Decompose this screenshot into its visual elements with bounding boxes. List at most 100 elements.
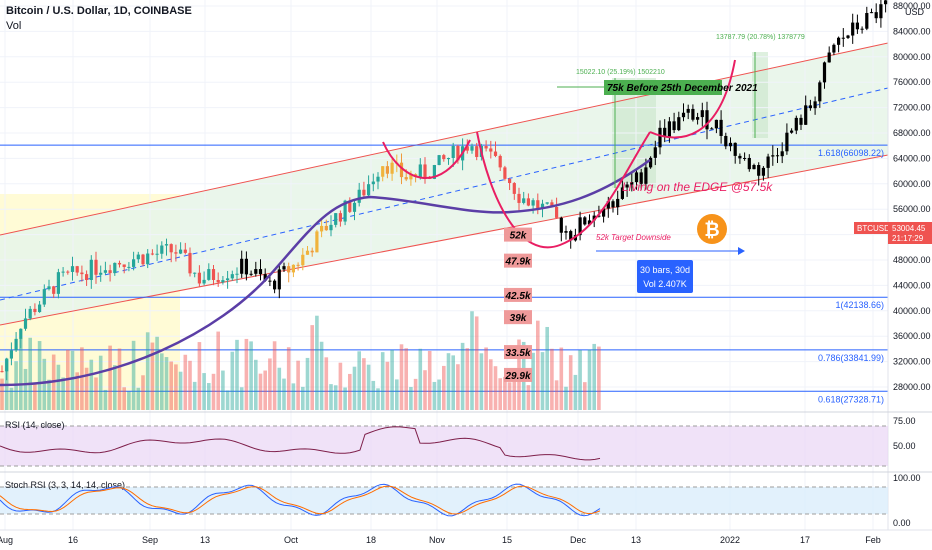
volume-bar bbox=[211, 373, 216, 410]
candle-body bbox=[329, 224, 333, 231]
candle-body bbox=[616, 198, 620, 208]
candle-body bbox=[799, 117, 803, 125]
candle-body bbox=[263, 274, 267, 281]
price-label-text: 42.5k bbox=[504, 291, 530, 302]
volume-bar bbox=[268, 358, 272, 410]
candle-body bbox=[9, 350, 13, 359]
candle-body bbox=[569, 231, 573, 241]
candle-body bbox=[160, 245, 164, 254]
candle-body bbox=[822, 62, 827, 83]
candle-body bbox=[578, 217, 582, 236]
stoch-k-line bbox=[0, 483, 601, 517]
volume-bar bbox=[442, 365, 446, 410]
candle-body bbox=[602, 208, 606, 217]
candle-body bbox=[47, 286, 51, 290]
candle-body bbox=[672, 121, 676, 131]
candle-body bbox=[681, 112, 686, 118]
candle-body bbox=[625, 184, 629, 188]
volume-bar bbox=[366, 364, 371, 410]
price-label-text: 39k bbox=[510, 313, 527, 324]
candle-body bbox=[385, 166, 389, 174]
time-tick: Aug bbox=[0, 535, 13, 545]
candle-body bbox=[296, 264, 300, 266]
volume-bar bbox=[183, 354, 188, 410]
volume-bar bbox=[98, 355, 103, 410]
candle-body bbox=[183, 249, 187, 253]
candle-body bbox=[268, 280, 272, 282]
candle-body bbox=[489, 148, 493, 152]
price-tick: 32000.00 bbox=[893, 357, 931, 367]
price-label-bg bbox=[504, 287, 532, 302]
range-bars: 30 bars, 30d bbox=[640, 265, 690, 275]
stoch-label: Stoch RSI (3, 3, 14, 14, close) bbox=[5, 480, 125, 490]
candle-body bbox=[301, 254, 305, 266]
volume-bar bbox=[127, 391, 131, 410]
price-tick: 48000.00 bbox=[893, 255, 931, 265]
candle-body bbox=[108, 270, 112, 274]
candle-body bbox=[649, 157, 653, 168]
fib-label: 0.786(33841.99) bbox=[818, 353, 884, 363]
candle-body bbox=[752, 165, 756, 170]
volume-bar bbox=[446, 353, 451, 410]
candle-body bbox=[240, 258, 244, 274]
time-tick: 16 bbox=[68, 535, 78, 545]
candle-body bbox=[216, 279, 220, 283]
volume-bar bbox=[503, 376, 507, 410]
candle-body bbox=[512, 183, 516, 194]
volume-bar bbox=[409, 386, 413, 410]
price-label-text: 52k bbox=[510, 231, 527, 242]
candle-body bbox=[150, 253, 154, 255]
volume-bar bbox=[390, 349, 394, 410]
volume-bar bbox=[474, 316, 479, 410]
volume-bar bbox=[169, 361, 173, 410]
candle-body bbox=[747, 157, 751, 170]
volume-bar bbox=[155, 336, 159, 410]
candle-body bbox=[103, 270, 107, 273]
volume-bar bbox=[592, 343, 596, 410]
volume-bar bbox=[141, 375, 145, 410]
candle-body bbox=[56, 272, 60, 294]
candle-body bbox=[338, 213, 342, 222]
volume-bar bbox=[9, 387, 14, 410]
pink-left-arc bbox=[382, 139, 471, 180]
candle-body bbox=[869, 12, 874, 14]
candle-body bbox=[221, 280, 225, 283]
candle-body bbox=[85, 274, 89, 280]
candle-body bbox=[80, 272, 84, 275]
blue-arrow-head bbox=[738, 247, 745, 255]
rsi-tick-50: 50.00 bbox=[893, 441, 916, 451]
candle-body bbox=[33, 308, 37, 313]
price-tick: 64000.00 bbox=[893, 153, 931, 163]
volume-bar bbox=[178, 371, 183, 410]
candle-body bbox=[456, 145, 460, 161]
candle-body bbox=[700, 110, 704, 118]
candle-body bbox=[244, 258, 248, 275]
price-label: 42.5k bbox=[504, 287, 532, 302]
candle-body bbox=[808, 105, 812, 109]
candle-body bbox=[592, 215, 596, 221]
candle-body bbox=[743, 157, 747, 159]
candle-body bbox=[775, 155, 780, 157]
candle-body bbox=[696, 117, 700, 120]
rsi-tick-75: 75.00 bbox=[893, 416, 916, 426]
current-price-countdown: 21:17:29 bbox=[892, 234, 924, 243]
candle-body bbox=[714, 119, 718, 129]
price-label-bg bbox=[504, 367, 532, 382]
volume-bar bbox=[315, 315, 319, 410]
candle-body bbox=[522, 198, 526, 203]
candle-body bbox=[423, 164, 427, 178]
volume-bar bbox=[536, 320, 540, 410]
candle-body bbox=[503, 167, 507, 179]
candle-body bbox=[38, 304, 42, 313]
current-price-tag bbox=[888, 222, 932, 244]
candle-body bbox=[136, 254, 140, 260]
candle-body bbox=[99, 272, 103, 275]
volume-bar bbox=[239, 387, 244, 410]
price-label: 52k bbox=[504, 227, 532, 242]
volume-bar bbox=[413, 378, 418, 410]
candle-body bbox=[846, 35, 850, 38]
current-price-symbol-bg bbox=[854, 222, 888, 234]
volume-bar bbox=[357, 351, 361, 410]
volume-bar bbox=[221, 370, 225, 410]
